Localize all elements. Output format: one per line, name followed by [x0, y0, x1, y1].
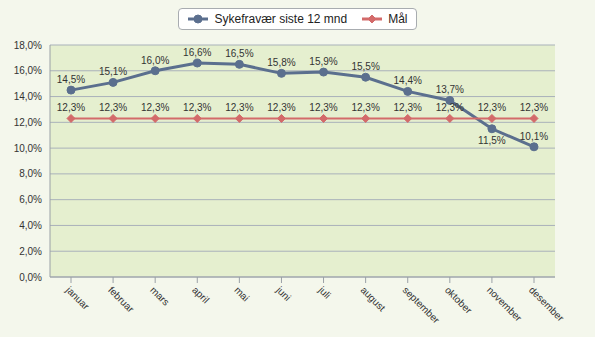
- svg-text:12,3%: 12,3%: [309, 102, 337, 113]
- svg-text:12,3%: 12,3%: [520, 102, 548, 113]
- svg-text:desember: desember: [527, 284, 567, 324]
- svg-text:10,0%: 10,0%: [14, 143, 42, 154]
- svg-text:juni: juni: [274, 284, 294, 304]
- svg-text:12,3%: 12,3%: [99, 102, 127, 113]
- svg-text:12,3%: 12,3%: [183, 102, 211, 113]
- svg-text:14,0%: 14,0%: [14, 91, 42, 102]
- svg-text:10,1%: 10,1%: [520, 131, 548, 142]
- svg-text:13,7%: 13,7%: [436, 84, 464, 95]
- svg-text:16,6%: 16,6%: [183, 47, 211, 58]
- svg-text:mai: mai: [232, 284, 251, 303]
- svg-text:8,0%: 8,0%: [19, 168, 42, 179]
- svg-text:april: april: [190, 284, 211, 305]
- svg-text:12,3%: 12,3%: [141, 102, 169, 113]
- svg-text:august: august: [359, 284, 388, 313]
- svg-text:oktober: oktober: [443, 284, 475, 316]
- svg-text:12,3%: 12,3%: [225, 102, 253, 113]
- svg-text:0,0%: 0,0%: [19, 272, 42, 283]
- svg-text:november: november: [485, 284, 525, 324]
- svg-text:12,3%: 12,3%: [394, 102, 422, 113]
- svg-text:16,0%: 16,0%: [14, 65, 42, 76]
- svg-text:15,1%: 15,1%: [99, 66, 127, 77]
- svg-text:2,0%: 2,0%: [19, 246, 42, 257]
- svg-text:15,5%: 15,5%: [351, 61, 379, 72]
- svg-text:14,4%: 14,4%: [394, 75, 422, 86]
- svg-text:12,0%: 12,0%: [14, 117, 42, 128]
- svg-text:6,0%: 6,0%: [19, 194, 42, 205]
- svg-text:februar: februar: [106, 284, 137, 315]
- svg-text:12,3%: 12,3%: [57, 102, 85, 113]
- svg-text:14,5%: 14,5%: [57, 74, 85, 85]
- svg-text:18,0%: 18,0%: [14, 40, 42, 51]
- svg-text:12,3%: 12,3%: [436, 102, 464, 113]
- svg-text:september: september: [401, 284, 443, 326]
- svg-text:12,3%: 12,3%: [478, 102, 506, 113]
- svg-text:mars: mars: [148, 284, 172, 308]
- svg-text:16,5%: 16,5%: [225, 48, 253, 59]
- svg-text:15,8%: 15,8%: [267, 57, 295, 68]
- html-text:Sykefravær siste 12 mnd: Sykefravær siste 12 mnd: [214, 12, 348, 26]
- html-text:Mål: Mål: [388, 12, 408, 26]
- svg-text:16,0%: 16,0%: [141, 55, 169, 66]
- svg-text:januar: januar: [63, 284, 92, 313]
- svg-text:juli: juli: [316, 284, 333, 301]
- svg-text:12,3%: 12,3%: [267, 102, 295, 113]
- svg-text:4,0%: 4,0%: [19, 220, 42, 231]
- svg-text:12,3%: 12,3%: [351, 102, 379, 113]
- svg-text:11,5%: 11,5%: [478, 135, 506, 146]
- svg-text:15,9%: 15,9%: [309, 56, 337, 67]
